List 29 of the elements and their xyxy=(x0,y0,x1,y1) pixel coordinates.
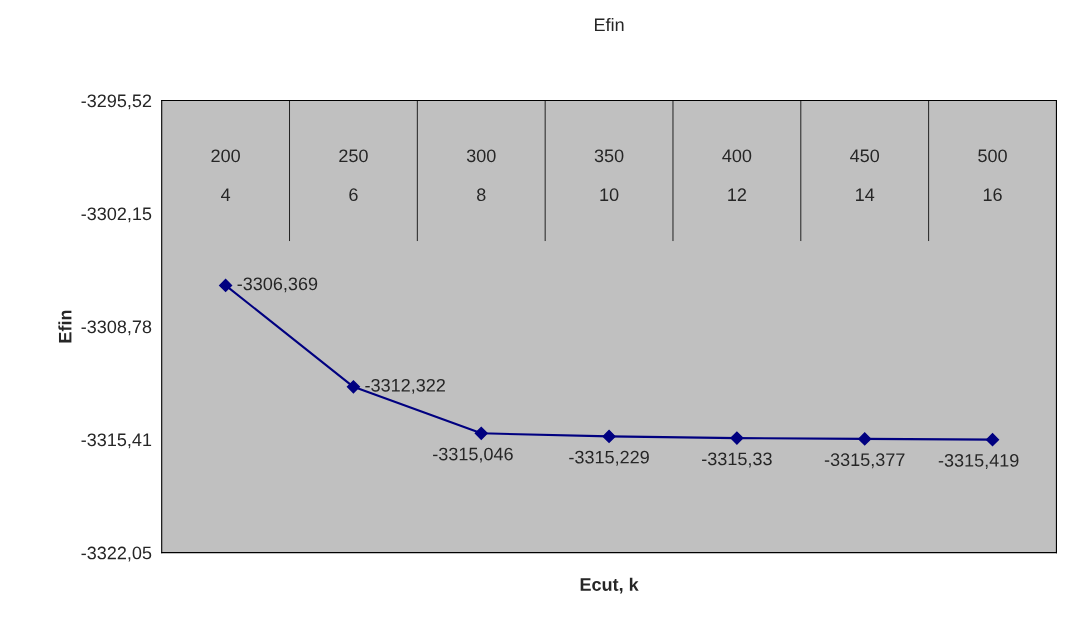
y-tick-label: -3302,15 xyxy=(81,207,152,223)
x-axis-title: Ecut, k xyxy=(580,577,639,594)
point xyxy=(474,426,488,440)
y-tick-label: -3315,41 xyxy=(81,433,152,449)
point xyxy=(346,380,361,394)
category-label: 300 8 xyxy=(466,149,496,202)
point xyxy=(602,429,616,443)
point xyxy=(219,278,233,292)
y-axis-title: Efin xyxy=(58,310,72,343)
y-tick-label: -3295,52 xyxy=(81,94,152,110)
category-label: 500 16 xyxy=(978,149,1007,202)
data-label: -3306,369 xyxy=(237,277,318,293)
category-label: 400 12 xyxy=(722,149,752,201)
data-label: -3315,046 xyxy=(433,447,513,463)
y-tick-label: -3322,05 xyxy=(81,546,152,562)
category-label: 250 6 xyxy=(339,149,368,202)
data-label: -3312,322 xyxy=(365,378,445,394)
category-label: 450 14 xyxy=(850,149,880,201)
data-label: -3315,229 xyxy=(569,450,649,466)
point xyxy=(858,432,872,446)
data-label: -3315,377 xyxy=(824,453,905,469)
data-label: -3315,419 xyxy=(938,453,1019,469)
chart-title: Efin xyxy=(595,17,624,32)
data-label: -3315,33 xyxy=(702,452,772,468)
category-label: 350 10 xyxy=(594,149,624,202)
category-label: 200 4 xyxy=(211,149,240,201)
point xyxy=(730,431,744,445)
y-tick-label: -3308,78 xyxy=(81,320,152,336)
point xyxy=(985,433,1000,447)
